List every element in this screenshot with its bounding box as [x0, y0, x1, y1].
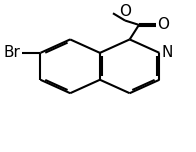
Text: N: N: [162, 45, 173, 60]
Text: O: O: [119, 4, 131, 19]
Text: Br: Br: [4, 45, 20, 60]
Text: O: O: [157, 17, 169, 32]
